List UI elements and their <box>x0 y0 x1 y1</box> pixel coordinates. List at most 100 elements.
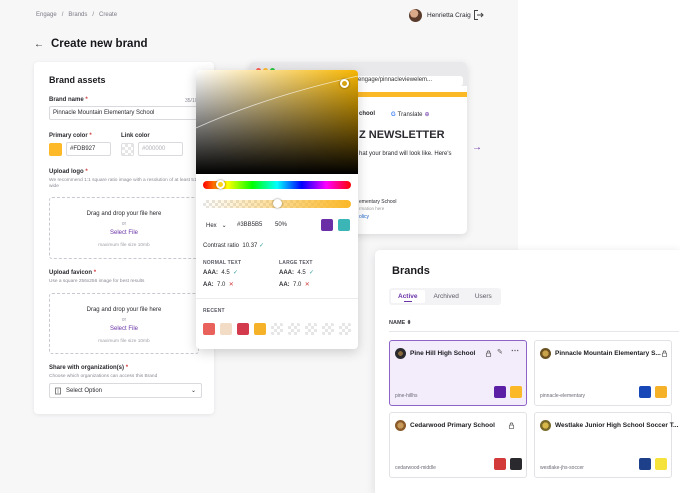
empty-swatch <box>271 323 283 335</box>
recent-heading: RECENT <box>203 308 225 314</box>
sort-icon: ⬍ <box>406 320 412 326</box>
max-file-size: maximum file size 10mb <box>98 243 150 248</box>
breadcrumb-create: Create <box>99 12 118 18</box>
recent-swatch[interactable] <box>254 323 266 335</box>
logout-icon[interactable] <box>472 9 484 21</box>
chevron-down-icon: ⌄ <box>221 223 227 229</box>
recent-swatch[interactable] <box>237 323 249 335</box>
primary-color-swatch[interactable] <box>49 143 62 156</box>
brand-color-link <box>655 386 667 398</box>
more-options-icon[interactable]: ⋯ <box>511 346 519 355</box>
tab-archived[interactable]: Archived <box>433 293 459 300</box>
brand-color-link <box>655 458 667 470</box>
upload-logo-label: Upload logo * <box>49 169 88 175</box>
brand-accent-bar <box>249 92 467 97</box>
globe-icon: ⊕ <box>424 112 430 118</box>
primary-color-input[interactable]: #FDB927 <box>66 142 111 156</box>
check-icon: ✓ <box>309 270 315 276</box>
breadcrumb: Engage / Brands / Create <box>36 12 117 18</box>
hex-input[interactable]: #3BB5B5 <box>237 222 263 228</box>
foreground-swatch[interactable] <box>321 219 333 231</box>
next-arrow-icon[interactable]: → <box>472 142 482 153</box>
brand-slug: pine-hillhs <box>395 393 418 399</box>
link-color-swatch[interactable] <box>121 143 134 156</box>
link-color-input[interactable]: #000000 <box>138 142 183 156</box>
user-menu[interactable]: Henrietta Craig <box>409 9 471 22</box>
select-option-text: Select Option <box>66 387 103 394</box>
recent-swatch[interactable] <box>220 323 232 335</box>
dropzone-text: Drag and drop your file here <box>86 307 162 313</box>
brand-color-primary <box>494 386 506 398</box>
brand-name-input[interactable]: Pinnacle Mountain Elementary School <box>49 106 217 120</box>
share-org-label: Share with organization(s) * <box>49 365 129 371</box>
brand-slug: cedarwood-middle <box>395 465 436 471</box>
page-header: ← Create new brand <box>34 38 148 50</box>
opacity-handle[interactable] <box>273 199 282 208</box>
share-org-select[interactable]: Select Option ⌄ <box>49 383 202 398</box>
upload-favicon-label: Upload favicon * <box>49 270 97 276</box>
large-text-heading: LARGE TEXT <box>279 260 313 266</box>
select-file-link[interactable]: Select File <box>109 230 138 236</box>
address-bar[interactable]: com/engage/pinnacleviewelem... <box>341 76 463 86</box>
brand-logo <box>395 348 406 359</box>
recent-swatch[interactable] <box>203 323 215 335</box>
normal-aaa-row: AAA: 4.5 ✓ <box>203 270 239 276</box>
brand-color-link <box>510 458 522 470</box>
color-mode-select[interactable]: Hex ⌄ <box>206 222 227 230</box>
building-icon <box>55 387 61 394</box>
check-icon: ✓ <box>233 270 239 276</box>
large-aaa-row: AAA: 4.5 ✓ <box>279 270 315 276</box>
brand-card[interactable]: Pinnacle Mountain Elementary S... pinnac… <box>534 340 672 406</box>
brand-name: Westlake Junior High School Soccer T... <box>555 422 679 429</box>
footer-school: ementary School <box>359 199 397 205</box>
empty-swatch <box>322 323 334 335</box>
brand-slug: westlake-jhs-soccer <box>540 465 584 471</box>
tab-active[interactable]: Active <box>391 290 425 303</box>
brand-tabs: Active Archived Users <box>389 288 501 305</box>
page-title: Create new brand <box>51 38 148 50</box>
brands-heading: Brands <box>392 265 430 277</box>
empty-swatch <box>305 323 317 335</box>
back-arrow-icon[interactable]: ← <box>34 38 44 50</box>
check-icon: ✓ <box>259 243 265 249</box>
dropzone-or: or <box>121 221 127 227</box>
privacy-policy-link[interactable]: olicy <box>359 214 370 220</box>
divider <box>389 331 679 332</box>
edit-icon[interactable]: ✎ <box>497 349 503 356</box>
breadcrumb-engage[interactable]: Engage <box>36 12 57 18</box>
select-file-link[interactable]: Select File <box>109 326 138 332</box>
brand-color-primary <box>494 458 506 470</box>
breadcrumb-brands[interactable]: Brands <box>68 12 88 18</box>
lock-icon <box>485 350 492 357</box>
name-column-header[interactable]: NAME ⬍ <box>389 320 412 326</box>
link-color-label: Link color <box>121 133 150 139</box>
brand-card[interactable]: Cedarwood Primary School cedarwood-middl… <box>389 412 527 478</box>
opacity-input[interactable]: 50% <box>275 222 288 228</box>
upload-favicon-help: Use a square 256x256 image for best resu… <box>49 279 145 284</box>
user-name: Henrietta Craig <box>427 12 471 19</box>
large-aa-row: AA: 7.0 ✕ <box>279 282 310 288</box>
avatar <box>409 9 422 22</box>
brand-color-link <box>510 386 522 398</box>
normal-aa-row: AA: 7.0 ✕ <box>203 282 234 288</box>
preview-description: hat your brand will look like. Here's <box>359 151 452 157</box>
tab-users[interactable]: Users <box>474 293 492 300</box>
contrast-ratio: Contrast ratio 10.37 ✓ <box>203 243 265 249</box>
brand-card[interactable]: Westlake Junior High School Soccer T... … <box>534 412 678 478</box>
saturation-value-area[interactable] <box>196 70 358 174</box>
footer-info: rmation here <box>359 206 385 211</box>
translate-button[interactable]: G Translate ⊕ <box>391 111 430 119</box>
favicon-dropzone[interactable]: Drag and drop your file here or Select F… <box>49 293 199 354</box>
hue-handle[interactable] <box>216 180 225 189</box>
saturation-handle[interactable] <box>340 79 349 88</box>
brand-card[interactable]: Pine Hill High School ✎ ⋯ pine-hillhs <box>389 340 527 406</box>
brand-logo <box>540 420 551 431</box>
dropzone-text: Drag and drop your file here <box>86 211 162 217</box>
google-icon: G <box>391 111 396 118</box>
logo-dropzone[interactable]: Drag and drop your file here or Select F… <box>49 197 199 259</box>
lock-icon <box>508 422 515 429</box>
share-org-help: Choose which organizations can access th… <box>49 374 158 379</box>
hue-slider[interactable] <box>203 181 351 189</box>
brand-name-label: Brand name * <box>49 97 88 103</box>
background-swatch[interactable] <box>338 219 350 231</box>
